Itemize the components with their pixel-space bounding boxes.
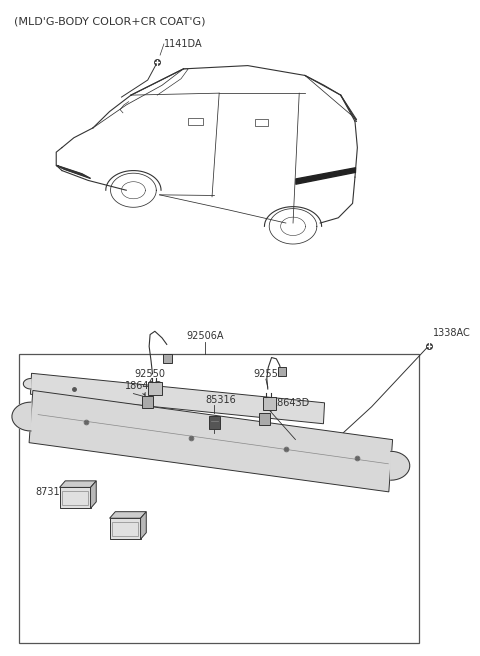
Bar	[112, 522, 138, 536]
Text: 92550: 92550	[253, 369, 285, 379]
Polygon shape	[12, 402, 31, 431]
Polygon shape	[91, 481, 96, 508]
Bar	[60, 487, 91, 508]
Polygon shape	[109, 512, 146, 518]
Bar	[109, 518, 141, 539]
Bar	[278, 367, 287, 376]
Bar	[163, 354, 172, 363]
Bar	[259, 413, 270, 425]
Polygon shape	[391, 451, 410, 480]
Bar	[209, 416, 220, 429]
Bar	[62, 491, 88, 505]
Polygon shape	[56, 165, 91, 178]
Text: (MLD'G-BODY COLOR+CR COAT'G): (MLD'G-BODY COLOR+CR COAT'G)	[14, 16, 206, 26]
Polygon shape	[24, 379, 31, 389]
Bar	[19, 354, 420, 643]
Text: 1338AC: 1338AC	[432, 329, 470, 338]
Polygon shape	[30, 373, 324, 424]
Polygon shape	[141, 512, 146, 539]
Bar	[148, 382, 162, 395]
Text: 92506A: 92506A	[186, 331, 224, 341]
Text: 85316: 85316	[206, 396, 237, 405]
Bar	[255, 119, 268, 126]
Text: 1141DA: 1141DA	[164, 39, 203, 49]
Text: 18643D: 18643D	[125, 381, 163, 391]
Bar	[188, 118, 203, 125]
Polygon shape	[29, 390, 393, 492]
Bar	[142, 396, 154, 408]
Text: 87311G: 87311G	[36, 487, 74, 497]
Text: 92550: 92550	[134, 369, 166, 379]
Bar	[263, 397, 276, 410]
Text: 18643D: 18643D	[272, 398, 310, 408]
Polygon shape	[60, 481, 96, 487]
